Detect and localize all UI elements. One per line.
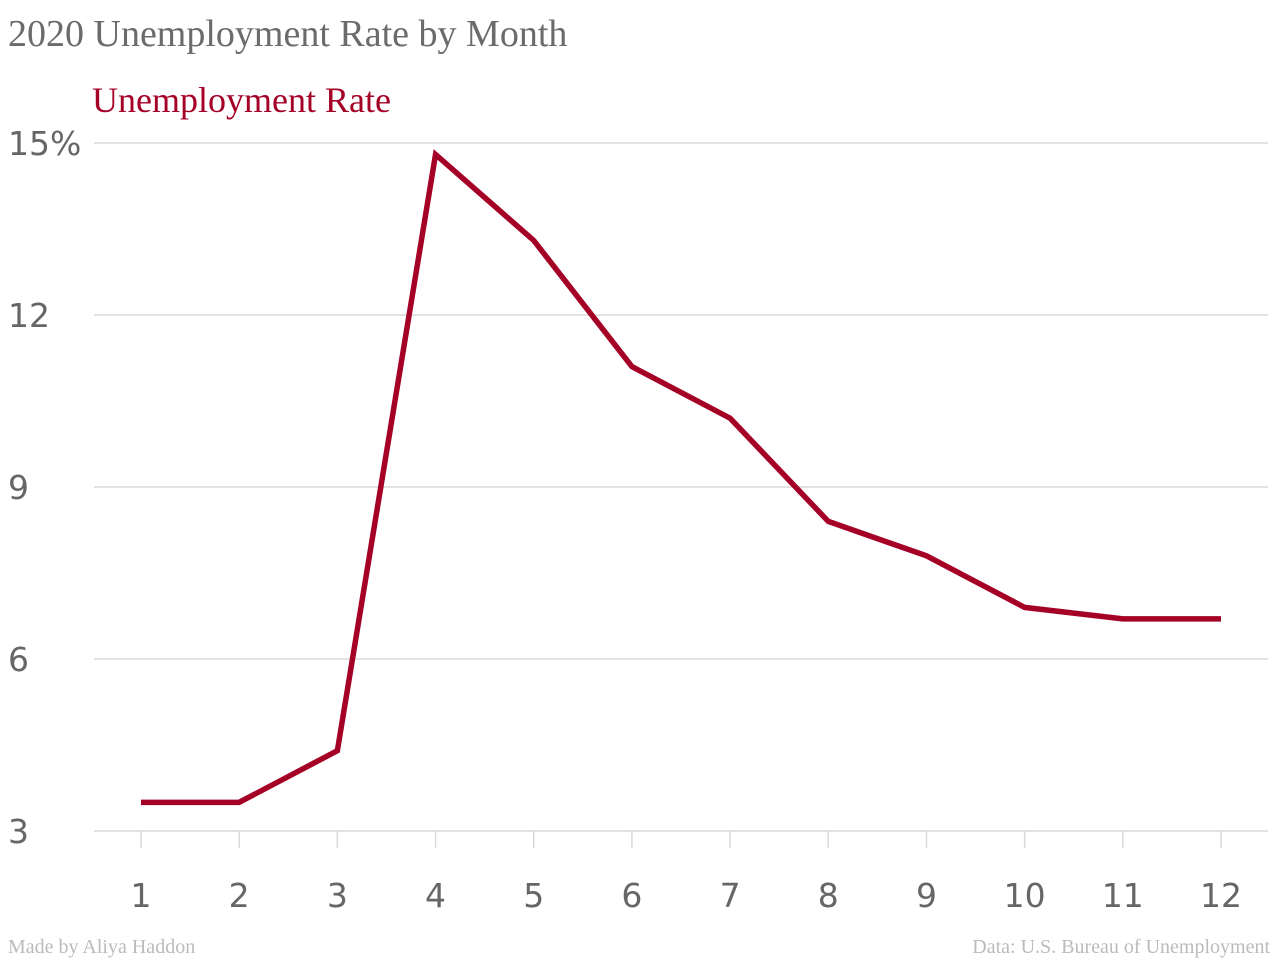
y-tick-label: 12 xyxy=(8,296,50,335)
x-tick-label: 3 xyxy=(327,876,348,915)
source-text: Data: U.S. Bureau of Unemployment xyxy=(972,936,1270,958)
x-tick-label: 1 xyxy=(131,876,152,915)
x-tick-label: 12 xyxy=(1200,876,1242,915)
x-tick-label: 5 xyxy=(523,876,544,915)
x-tick-label: 7 xyxy=(720,876,741,915)
y-tick-label: 3 xyxy=(8,812,29,851)
series-legend-label: Unemployment Rate xyxy=(92,80,391,120)
x-tick-label: 11 xyxy=(1102,876,1144,915)
x-tick-label: 8 xyxy=(818,876,839,915)
x-axis: 1 2 3 4 5 6 7 8 9 10 11 12 xyxy=(131,831,1242,915)
x-tick-label: 10 xyxy=(1004,876,1046,915)
x-tick-label: 2 xyxy=(229,876,250,915)
y-tick-label: 15% xyxy=(8,124,81,163)
x-tick-label: 6 xyxy=(621,876,642,915)
series-layer xyxy=(141,149,1221,806)
y-tick-label: 9 xyxy=(8,468,29,507)
grid-lines xyxy=(94,142,1268,832)
y-tick-label: 6 xyxy=(8,640,29,679)
x-tick-label: 4 xyxy=(425,876,446,915)
x-tick-label: 9 xyxy=(916,876,937,915)
credit-text: Made by Aliya Haddon xyxy=(8,936,196,958)
chart-title: 2020 Unemployment Rate by Month xyxy=(8,13,568,55)
y-axis-tick-labels: 3 6 9 12 15% xyxy=(8,124,81,851)
series-line-0 xyxy=(141,149,1221,806)
